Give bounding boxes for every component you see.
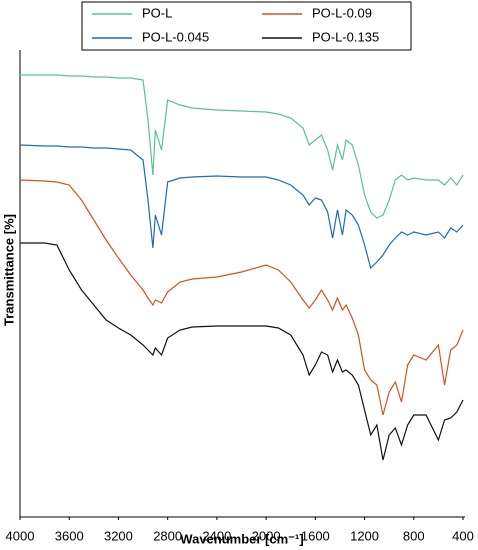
x-tick-label: 2400 <box>202 528 231 543</box>
x-tick-label: 400 <box>452 528 474 543</box>
y-axis-label: Transmittance [%] <box>1 214 16 326</box>
series-line <box>19 144 464 270</box>
x-tick-label: 4000 <box>6 528 35 543</box>
x-tick-label: 2800 <box>153 528 182 543</box>
legend-label: PO-L <box>142 5 172 20</box>
x-axis-label: Wavenumber [cm⁻¹] <box>180 531 303 546</box>
series-line <box>20 74 464 219</box>
x-tick-label: 2000 <box>252 528 281 543</box>
x-tick-label: 1200 <box>350 528 379 543</box>
series-line <box>20 242 464 461</box>
legend-label: PO-L-0.09 <box>312 5 372 20</box>
legend-label: PO-L-0.135 <box>312 29 379 44</box>
legend-label: PO-L-0.045 <box>142 29 209 44</box>
x-tick-label: 3200 <box>104 528 133 543</box>
x-tick-label: 1600 <box>301 528 330 543</box>
x-tick-label: 3600 <box>55 528 84 543</box>
series-line <box>19 179 464 416</box>
x-tick-label: 800 <box>403 528 425 543</box>
legend-box <box>81 1 412 51</box>
